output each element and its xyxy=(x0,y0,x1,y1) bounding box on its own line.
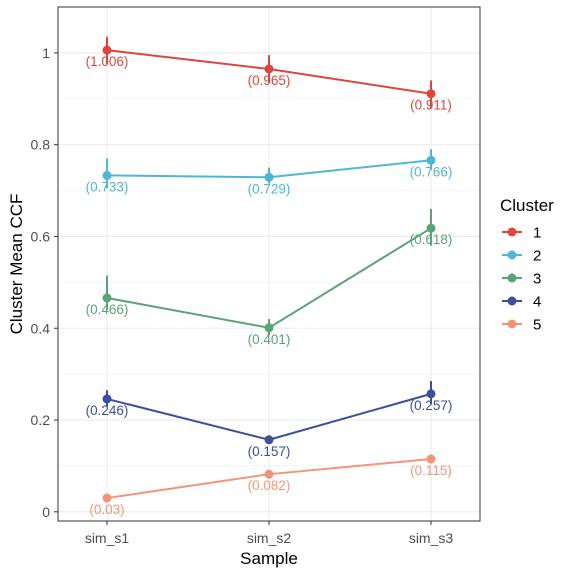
data-point xyxy=(426,223,436,233)
x-tick-label: sim_s1 xyxy=(85,530,130,546)
y-tick-label: 0 xyxy=(42,504,50,520)
y-tick-label: 0.6 xyxy=(31,228,51,244)
series-3: (0.466) (0.401) (0.618) xyxy=(86,208,453,347)
data-label: (0.257) xyxy=(410,398,453,413)
data-label: (0.115) xyxy=(410,463,452,478)
legend-label: 4 xyxy=(533,294,541,311)
data-label: (0.618) xyxy=(410,232,453,247)
series-layer: (1.006) (0.965) (0.911) (0.733) (0.729) (0.76… xyxy=(86,36,453,517)
data-label: (0.03) xyxy=(89,502,124,517)
legend-key-point xyxy=(507,227,517,237)
legend-key-point xyxy=(507,250,517,260)
data-label: (0.466) xyxy=(86,302,129,317)
series-2: (0.733) (0.729) (0.766) xyxy=(86,149,453,196)
legend-item-5: 5 xyxy=(502,317,541,334)
legend-key-point xyxy=(507,319,517,329)
axis-layer: 0 0.2 0.4 0.6 0.8 1 sim_s1 sim_s2 sim_s3 xyxy=(31,45,454,546)
x-axis-title: Sample xyxy=(240,549,298,568)
x-tick-label: sim_s2 xyxy=(247,530,292,546)
data-point xyxy=(264,323,274,333)
legend-label: 5 xyxy=(533,317,541,334)
data-point xyxy=(102,493,112,503)
legend-label: 1 xyxy=(533,225,541,242)
legend-item-2: 2 xyxy=(502,248,541,265)
data-point xyxy=(426,155,436,165)
legend-title: Cluster xyxy=(500,196,554,215)
series-5: (0.03) (0.082) (0.115) xyxy=(89,454,452,517)
data-point xyxy=(426,454,436,464)
series-1: (1.006) (0.965) (0.911) xyxy=(86,36,452,113)
data-point xyxy=(264,469,274,479)
data-point xyxy=(264,435,274,445)
x-tick-label: sim_s3 xyxy=(409,530,454,546)
data-label: (1.006) xyxy=(86,54,129,69)
legend-item-4: 4 xyxy=(502,294,541,311)
data-point xyxy=(264,172,274,182)
data-label: (0.766) xyxy=(410,164,453,179)
data-point xyxy=(102,170,112,180)
data-point xyxy=(102,293,112,303)
series-4: (0.246) (0.157) (0.257) xyxy=(86,381,453,459)
data-label: (0.246) xyxy=(86,403,129,418)
y-tick-label: 1 xyxy=(42,45,50,61)
data-point xyxy=(264,64,274,74)
legend-item-3: 3 xyxy=(502,271,541,288)
legend-key-point xyxy=(507,273,517,283)
y-tick-label: 0.8 xyxy=(31,137,51,153)
data-label: (0.157) xyxy=(248,444,291,459)
y-tick-label: 0.2 xyxy=(31,412,51,428)
data-label: (0.082) xyxy=(248,478,291,493)
y-tick-label: 0.4 xyxy=(31,320,51,336)
data-label: (0.911) xyxy=(410,98,452,113)
data-label: (0.733) xyxy=(86,179,129,194)
legend-item-1: 1 xyxy=(502,225,541,242)
data-label: (0.965) xyxy=(248,73,291,88)
data-point xyxy=(102,394,112,404)
legend: Cluster 1 2 3 4 5 xyxy=(500,196,554,334)
data-label: (0.401) xyxy=(248,332,291,347)
data-label: (0.729) xyxy=(248,181,291,196)
data-point xyxy=(102,45,112,55)
y-axis-title: Cluster Mean CCF xyxy=(7,194,26,335)
data-point xyxy=(426,89,436,99)
data-point xyxy=(426,389,436,399)
legend-key-point xyxy=(507,296,517,306)
legend-label: 2 xyxy=(533,248,541,265)
legend-label: 3 xyxy=(533,271,541,288)
